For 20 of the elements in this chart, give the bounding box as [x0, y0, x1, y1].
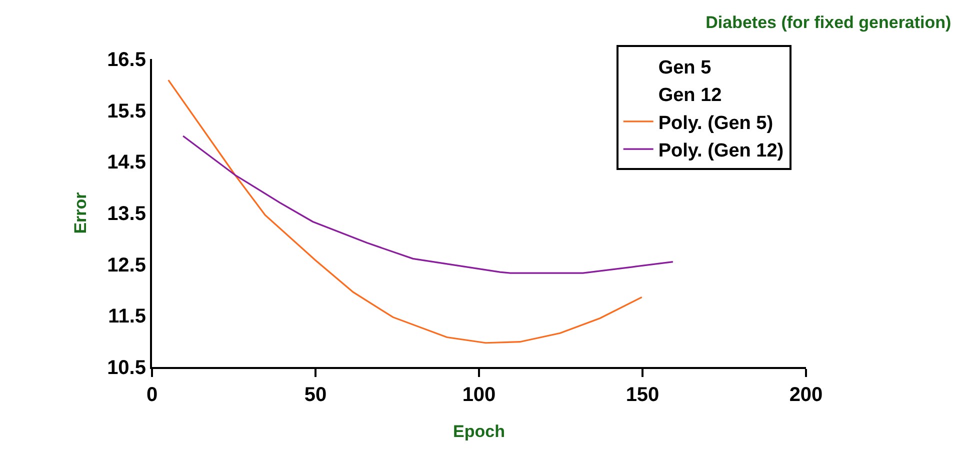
y-tick-label: 11.5 — [108, 306, 146, 328]
x-tick-label: 0 — [146, 384, 158, 406]
x-axis-title: Epoch — [453, 422, 505, 441]
y-tick-label: 15.5 — [107, 100, 146, 122]
y-tick-label: 12.5 — [107, 254, 146, 276]
x-tick-label: 100 — [462, 384, 496, 406]
legend-label: Poly. (Gen 5) — [658, 112, 774, 134]
text: Gen 5 — [658, 57, 712, 78]
y-tick-label: 13.5 — [107, 203, 146, 225]
y-axis-title: Error — [71, 192, 90, 234]
x-tick-label: 50 — [304, 384, 327, 406]
y-tick-label: 16.5 — [107, 49, 146, 71]
text: Gen 12 — [658, 85, 722, 106]
chart-title: Diabetes (for fixed generation) — [706, 13, 952, 32]
line-series — [168, 79, 643, 344]
legend-label: Poly. (Gen 12) — [658, 140, 784, 162]
x-tick-label: 150 — [626, 384, 660, 406]
y-tick-label: 10.5 — [107, 357, 146, 379]
x-tick-label: 200 — [789, 384, 823, 406]
y-tick-label: 14.5 — [107, 152, 146, 174]
